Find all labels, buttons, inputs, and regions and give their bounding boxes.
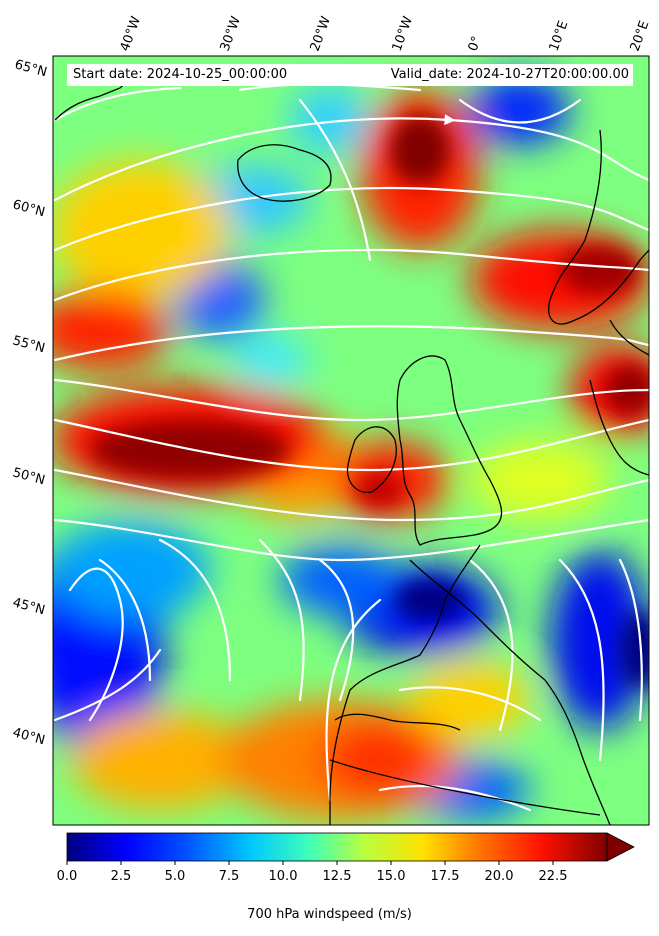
colorbar-tick-label: 22.5 <box>539 869 568 884</box>
latitude-labels: 65°N 60°N 55°N 50°N 45°N 40°N <box>11 57 49 748</box>
lon-label: 20°E <box>628 19 653 54</box>
colorbar: 0.0 2.5 5.0 7.5 10.0 12.5 15.0 17.5 20.0 22.5 <box>57 832 635 884</box>
valid-date-label: Valid_date: 2024-10-27T20:00:00.00 <box>390 67 629 82</box>
coastlines <box>54 69 649 825</box>
lon-label: 30°W <box>218 14 244 53</box>
colorbar-tick-label: 7.5 <box>219 869 240 884</box>
colorbar-tick-label: 5.0 <box>165 869 186 884</box>
lon-label: 10°E <box>547 19 572 54</box>
colorbar-extend-arrow <box>606 832 635 862</box>
colorbar-tick-label: 15.0 <box>377 869 406 884</box>
lat-label: 50°N <box>11 465 47 488</box>
lon-label: 20°W <box>308 14 334 53</box>
colorbar-label: 700 hPa windspeed (m/s) <box>247 907 412 922</box>
title-box: Start date: 2024-10-25_00:00:00 Valid_da… <box>67 64 633 86</box>
lon-label: 10°W <box>390 14 416 53</box>
lat-label: 55°N <box>11 333 47 356</box>
lat-label: 65°N <box>13 57 49 80</box>
colorbar-tick-label: 10.0 <box>269 869 298 884</box>
colorbar-tick-label: 2.5 <box>111 869 132 884</box>
colorbar-tick-label: 0.0 <box>57 869 78 884</box>
longitude-labels: 40°W 30°W 20°W 10°W 0° 10°E 20°E <box>118 14 653 53</box>
streamlines <box>53 83 649 812</box>
lat-label: 60°N <box>11 197 47 220</box>
map-frame <box>52 55 650 826</box>
start-date-label: Start date: 2024-10-25_00:00:00 <box>73 67 288 82</box>
colorbar-tick-label: 20.0 <box>485 869 514 884</box>
lat-label: 40°N <box>11 725 47 748</box>
lat-label: 45°N <box>11 595 47 618</box>
colorbar-gradient <box>66 832 608 862</box>
colorbar-tick-label: 17.5 <box>431 869 460 884</box>
colorbar-tick-label: 12.5 <box>323 869 352 884</box>
lon-label: 40°W <box>118 14 144 53</box>
colorbar-ticks: 0.0 2.5 5.0 7.5 10.0 12.5 15.0 17.5 20.0 22.5 <box>57 861 568 884</box>
lon-label: 0° <box>466 34 485 53</box>
